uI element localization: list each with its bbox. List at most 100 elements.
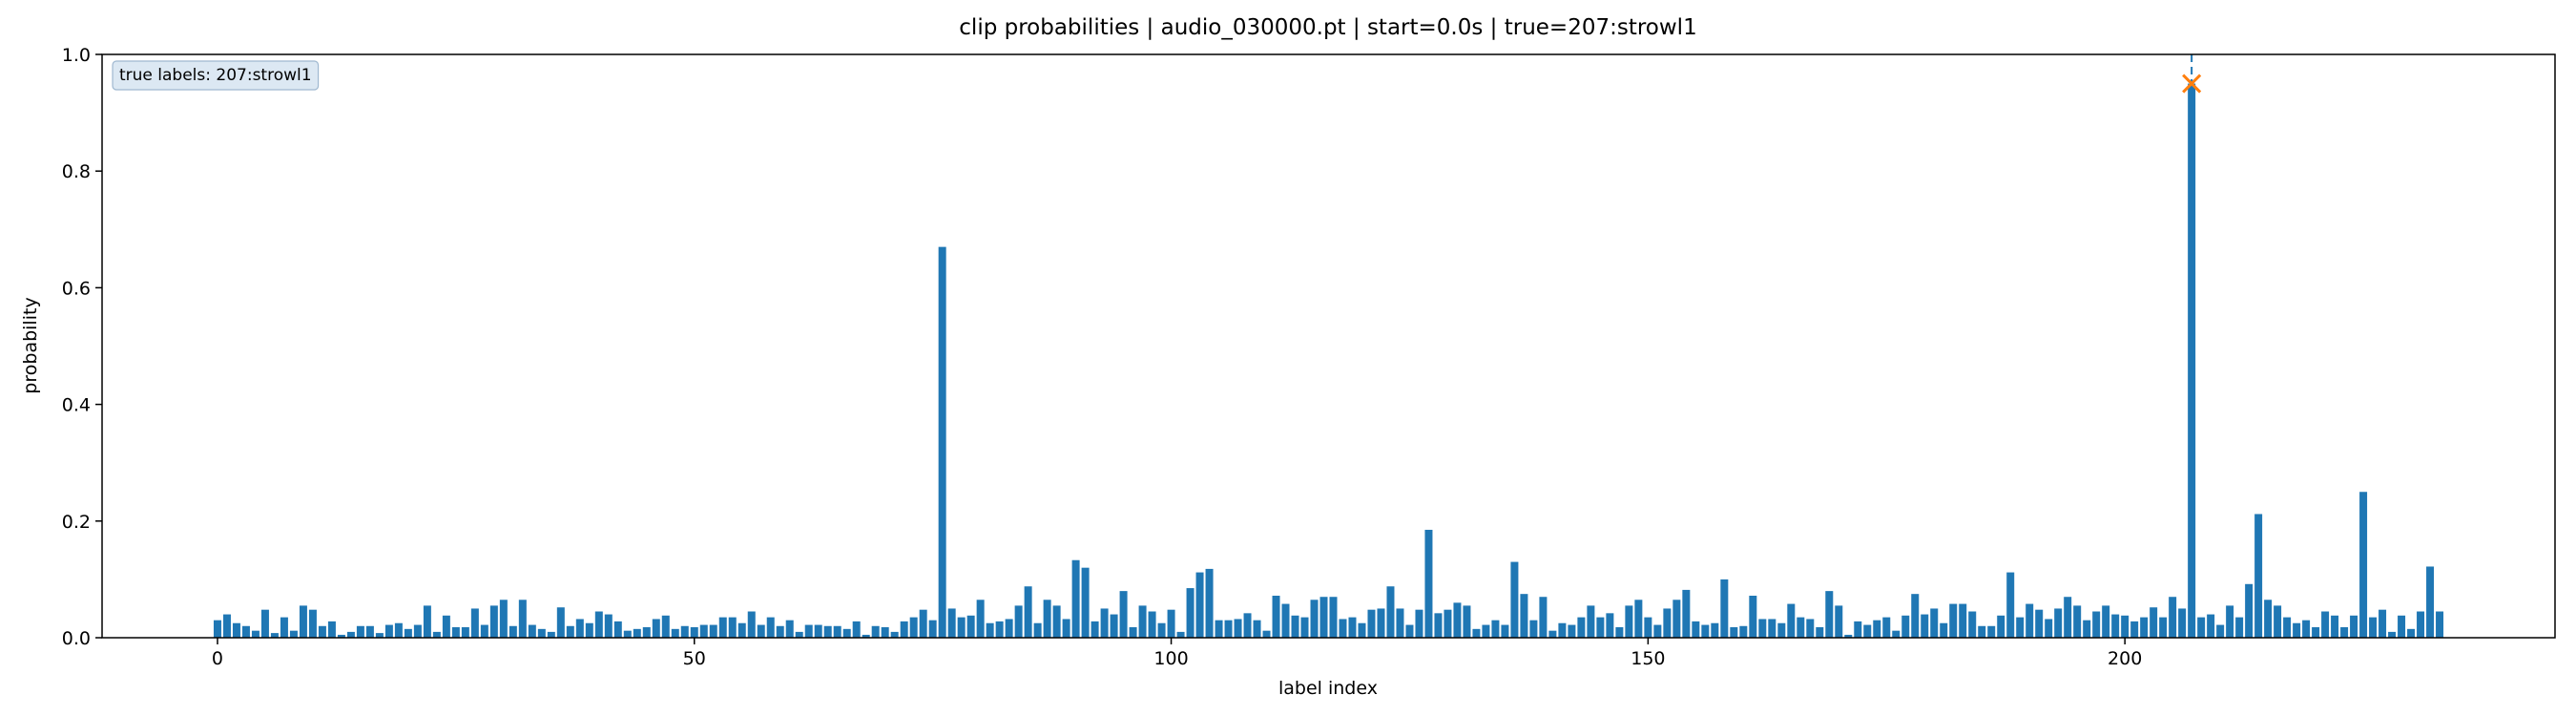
bar — [1100, 608, 1109, 638]
bar — [2178, 608, 2187, 638]
bar — [795, 631, 803, 638]
bar — [986, 622, 994, 638]
bar — [1596, 617, 1605, 638]
bar — [499, 600, 508, 638]
bar — [1110, 614, 1118, 638]
bar — [1157, 622, 1166, 638]
bar — [337, 634, 345, 638]
bar — [1873, 620, 1881, 638]
bar — [1634, 600, 1643, 638]
bar — [2340, 627, 2349, 638]
bar — [289, 630, 298, 638]
bar — [1215, 620, 1223, 638]
bar — [737, 622, 746, 638]
bar — [938, 246, 946, 638]
bar — [2283, 617, 2292, 638]
bar — [489, 605, 498, 638]
bar — [652, 619, 660, 638]
bar — [1463, 605, 1471, 638]
bar — [766, 617, 775, 638]
bar — [1396, 608, 1404, 638]
y-axis-label: probability — [20, 297, 41, 393]
bar — [862, 634, 870, 638]
bar — [2312, 627, 2320, 638]
bar — [852, 621, 861, 638]
bar — [1262, 630, 1271, 638]
bar — [2121, 615, 2129, 638]
bar — [1548, 630, 1557, 638]
bar — [2207, 614, 2215, 638]
bar — [1835, 605, 1843, 638]
bar — [957, 617, 966, 638]
bar — [1577, 617, 1586, 638]
bar — [2426, 566, 2435, 638]
bar — [1195, 572, 1204, 638]
bar — [1968, 611, 1977, 638]
bar — [2130, 621, 2139, 638]
bar — [1901, 615, 1910, 638]
bar — [1644, 617, 1652, 638]
bar — [1424, 529, 1433, 638]
bar — [327, 621, 336, 638]
bar — [1434, 613, 1443, 638]
bar — [2302, 620, 2311, 638]
bar — [585, 622, 593, 638]
bar — [2216, 624, 2225, 638]
bar — [1071, 559, 1080, 638]
bar — [423, 605, 431, 638]
bar — [2054, 608, 2063, 638]
bar — [919, 609, 927, 638]
bar — [260, 609, 269, 638]
bar — [604, 614, 613, 638]
bar — [671, 628, 679, 638]
bar — [1444, 609, 1452, 638]
bar — [718, 617, 727, 638]
bar — [346, 631, 355, 638]
bar — [1472, 628, 1481, 638]
bar — [1014, 605, 1023, 638]
bar — [1167, 609, 1175, 638]
bar — [1043, 600, 1051, 638]
bar — [1339, 619, 1347, 638]
bar — [881, 627, 889, 638]
bar — [1491, 620, 1500, 638]
bar — [270, 633, 279, 638]
y-tick-label: 0.2 — [62, 512, 91, 533]
bar — [995, 621, 1004, 638]
bar — [1510, 561, 1519, 638]
bar — [1701, 624, 1710, 638]
bar — [1091, 621, 1099, 638]
bar — [594, 611, 603, 638]
highlight-marker — [2182, 74, 2202, 94]
bar — [1749, 596, 1757, 638]
bar — [1300, 617, 1309, 638]
bar — [1959, 603, 1967, 638]
bar — [2150, 607, 2158, 638]
bar — [356, 625, 364, 638]
bar — [833, 625, 841, 638]
bar — [1797, 617, 1805, 638]
bar — [1062, 619, 1070, 638]
bar — [1129, 627, 1137, 638]
bar — [2350, 615, 2358, 638]
bar — [814, 624, 822, 638]
bar — [1005, 619, 1013, 638]
bar — [900, 621, 908, 638]
bar — [404, 628, 412, 638]
bar — [1653, 624, 1662, 638]
bar — [365, 625, 374, 638]
bar — [2140, 617, 2149, 638]
bar — [575, 619, 584, 638]
bar — [213, 620, 221, 638]
bar — [1758, 619, 1767, 638]
y-tick-label: 0.8 — [62, 161, 91, 182]
bar — [2159, 617, 2168, 638]
bar — [384, 624, 393, 638]
bar — [1730, 627, 1738, 638]
bar — [1863, 624, 1872, 638]
bar — [785, 620, 794, 638]
bar — [2006, 572, 2015, 638]
bar — [442, 615, 450, 638]
bar — [318, 625, 326, 638]
